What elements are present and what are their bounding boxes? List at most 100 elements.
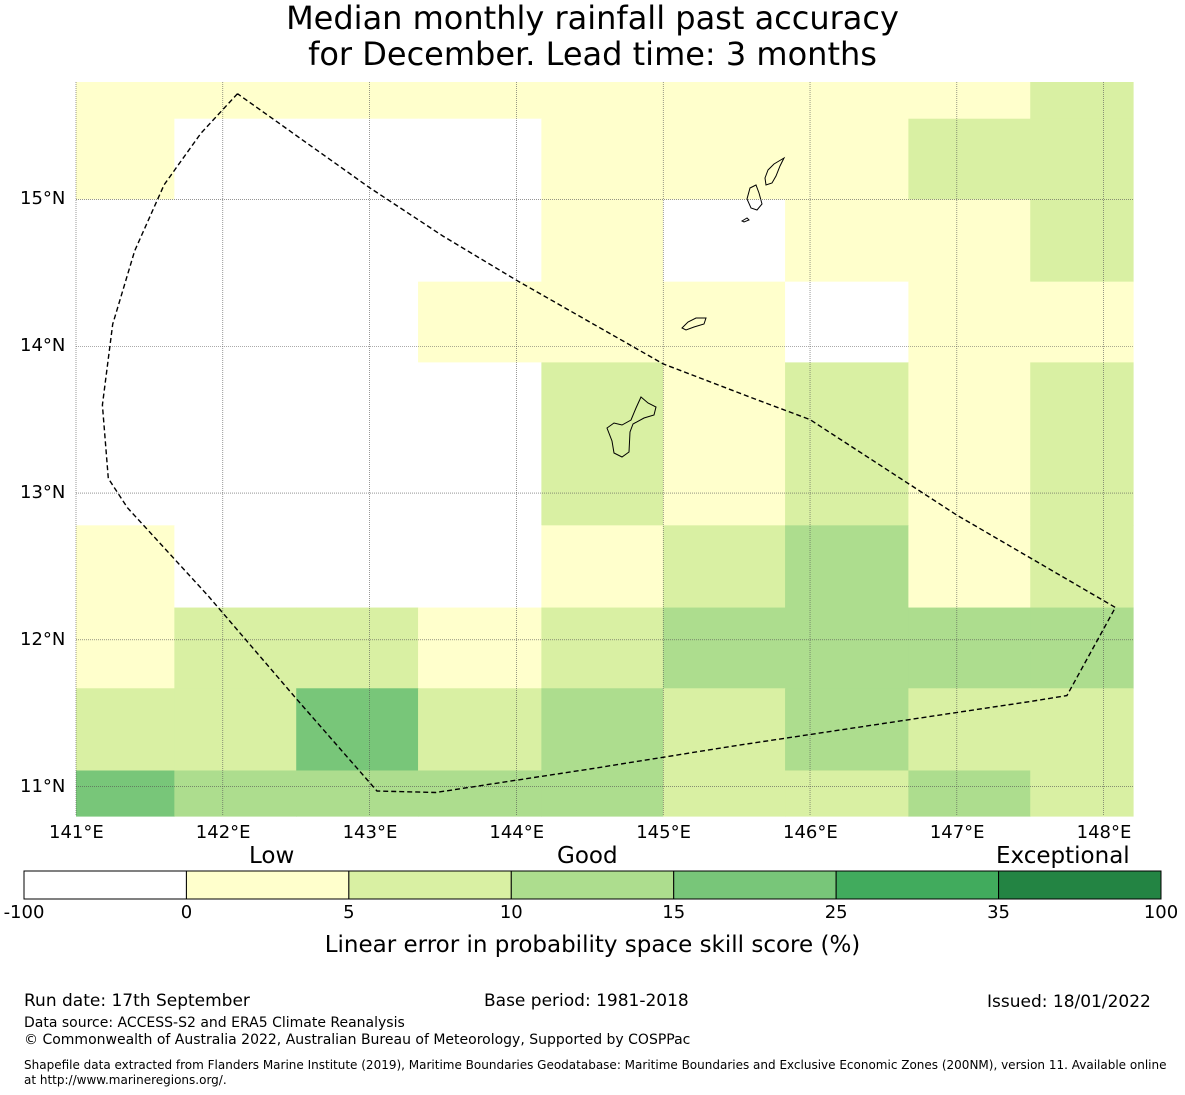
skill-cell-r6-c5 <box>663 607 786 689</box>
x-tick-label: 145°E <box>636 822 691 843</box>
skill-cell-r0-c5 <box>663 82 786 120</box>
x-tick-label: 146°E <box>783 822 838 843</box>
colorbar-segment <box>998 870 1162 900</box>
skill-cell-r3-c7 <box>908 281 1031 363</box>
skill-cell-r3-c6 <box>785 281 909 363</box>
skill-cell-r8-c4 <box>541 770 664 817</box>
colorbar-word-good: Good <box>557 843 618 869</box>
skill-cell-r4-c5 <box>663 362 786 526</box>
colorbar-tick-label: 100 <box>1143 902 1179 923</box>
skill-cell-r2-c0 <box>76 199 175 283</box>
island-saipan <box>764 156 786 186</box>
issued-date: Issued: 18/01/2022 <box>987 992 1151 1012</box>
skill-cell-r5-c5 <box>663 525 786 609</box>
skill-cell-r4-c3 <box>418 362 542 526</box>
island-guam <box>606 396 657 458</box>
colorbar-word-exceptional: Exceptional <box>996 843 1130 869</box>
colorbar-segment <box>348 870 512 900</box>
skill-cell-r3-c2 <box>296 281 419 363</box>
skill-cell-r0-c8 <box>1030 82 1134 120</box>
skill-cell-r1-c8 <box>1030 118 1134 201</box>
skill-cell-r0-c6 <box>785 82 909 120</box>
skill-cell-r5-c4 <box>541 525 664 609</box>
colorbar-tick-label: 35 <box>987 902 1011 923</box>
skill-cell-r8-c3 <box>418 770 542 817</box>
title-line-2: for December. Lead time: 3 months <box>308 35 877 73</box>
colorbar-segment <box>510 870 675 900</box>
skill-cell-r6-c3 <box>418 607 542 689</box>
skill-cell-r1-c0 <box>76 118 175 201</box>
y-tick-label: 13°N <box>20 482 66 504</box>
skill-cell-r2-c7 <box>908 199 1031 283</box>
skill-cell-r8-c5 <box>663 770 786 817</box>
skill-cell-r3-c3 <box>418 281 542 363</box>
skill-cell-r6-c0 <box>76 607 175 689</box>
skill-cell-r1-c4 <box>541 118 664 201</box>
skill-cell-r6-c6 <box>785 607 909 689</box>
skill-cell-r1-c7 <box>908 118 1031 201</box>
skill-cell-r0-c4 <box>541 82 664 120</box>
skill-cell-r5-c3 <box>418 525 542 609</box>
skill-cell-r6-c4 <box>541 607 664 689</box>
y-tick-label: 15°N <box>20 188 66 210</box>
colorbar-tick-label: -100 <box>3 902 45 923</box>
colorbar-tick-label: 25 <box>824 902 848 923</box>
skill-cell-r2-c2 <box>296 199 419 283</box>
skill-cell-r2-c8 <box>1030 199 1134 283</box>
skill-cell-r6-c8 <box>1030 607 1134 689</box>
skill-cell-r4-c0 <box>76 362 175 526</box>
skill-cell-r0-c1 <box>174 82 297 120</box>
title-line-1: Median monthly rainfall past accuracy <box>286 0 899 37</box>
skill-cell-r4-c2 <box>296 362 419 526</box>
skill-cell-r7-c7 <box>908 688 1031 772</box>
skill-cell-r6-c7 <box>908 607 1031 689</box>
colorbar-title: Linear error in probability space skill … <box>324 932 861 958</box>
skill-cell-r3-c0 <box>76 281 175 363</box>
colorbar-tick-label: 0 <box>180 902 193 923</box>
skill-cell-r8-c7 <box>908 770 1031 817</box>
skill-cells <box>76 82 1134 817</box>
colorbar-tick-label: 15 <box>662 902 686 923</box>
skill-cell-r7-c1 <box>174 688 297 772</box>
shapefile-credit-line-2: at http://www.marineregions.org/. <box>24 1073 227 1087</box>
skill-cell-r1-c2 <box>296 118 419 201</box>
skill-cell-r7-c2 <box>296 688 419 772</box>
skill-cell-r5-c2 <box>296 525 419 609</box>
skill-cell-r3-c8 <box>1030 281 1134 363</box>
skill-cell-r7-c5 <box>663 688 786 772</box>
colorbar-segment <box>23 870 187 900</box>
skill-cell-r6-c2 <box>296 607 419 689</box>
y-tick-label: 14°N <box>20 335 66 357</box>
x-tick-label: 147°E <box>929 822 985 843</box>
skill-cell-r5-c7 <box>908 525 1031 609</box>
y-tick-label: 12°N <box>20 628 66 650</box>
x-tick-label: 144°E <box>489 822 545 843</box>
skill-cell-r5-c0 <box>76 525 175 609</box>
run-date: Run date: 17th September <box>24 991 250 1011</box>
island-aguijan <box>740 217 750 223</box>
skill-cell-r0-c0 <box>76 82 175 120</box>
colorbar-segment <box>673 870 837 900</box>
skill-cell-r7-c3 <box>418 688 542 772</box>
skill-cell-r7-c0 <box>76 688 175 772</box>
skill-cell-r1-c1 <box>174 118 297 201</box>
x-tick-label: 143°E <box>342 822 398 843</box>
colorbar-word-low: Low <box>249 843 295 869</box>
graticule <box>75 82 1133 816</box>
skill-cell-r4-c8 <box>1030 362 1134 526</box>
skill-cell-r7-c4 <box>541 688 664 772</box>
chart-title: Median monthly rainfall past accuracy fo… <box>0 0 1185 72</box>
skill-cell-r0-c2 <box>296 82 419 120</box>
x-tick-label: 141°E <box>49 822 104 843</box>
skill-cell-r8-c6 <box>785 770 909 817</box>
skill-cell-r6-c1 <box>174 607 297 689</box>
colorbar-tick-label: 5 <box>343 902 355 923</box>
skill-cell-r0-c7 <box>908 82 1031 120</box>
skill-cell-r8-c0 <box>76 770 175 817</box>
island-tinian <box>746 184 763 211</box>
skill-cell-r2-c4 <box>541 199 664 283</box>
base-period: Base period: 1981-2018 <box>484 991 689 1011</box>
skill-cell-r7-c6 <box>785 688 909 772</box>
colorbar-segment <box>835 870 1000 900</box>
